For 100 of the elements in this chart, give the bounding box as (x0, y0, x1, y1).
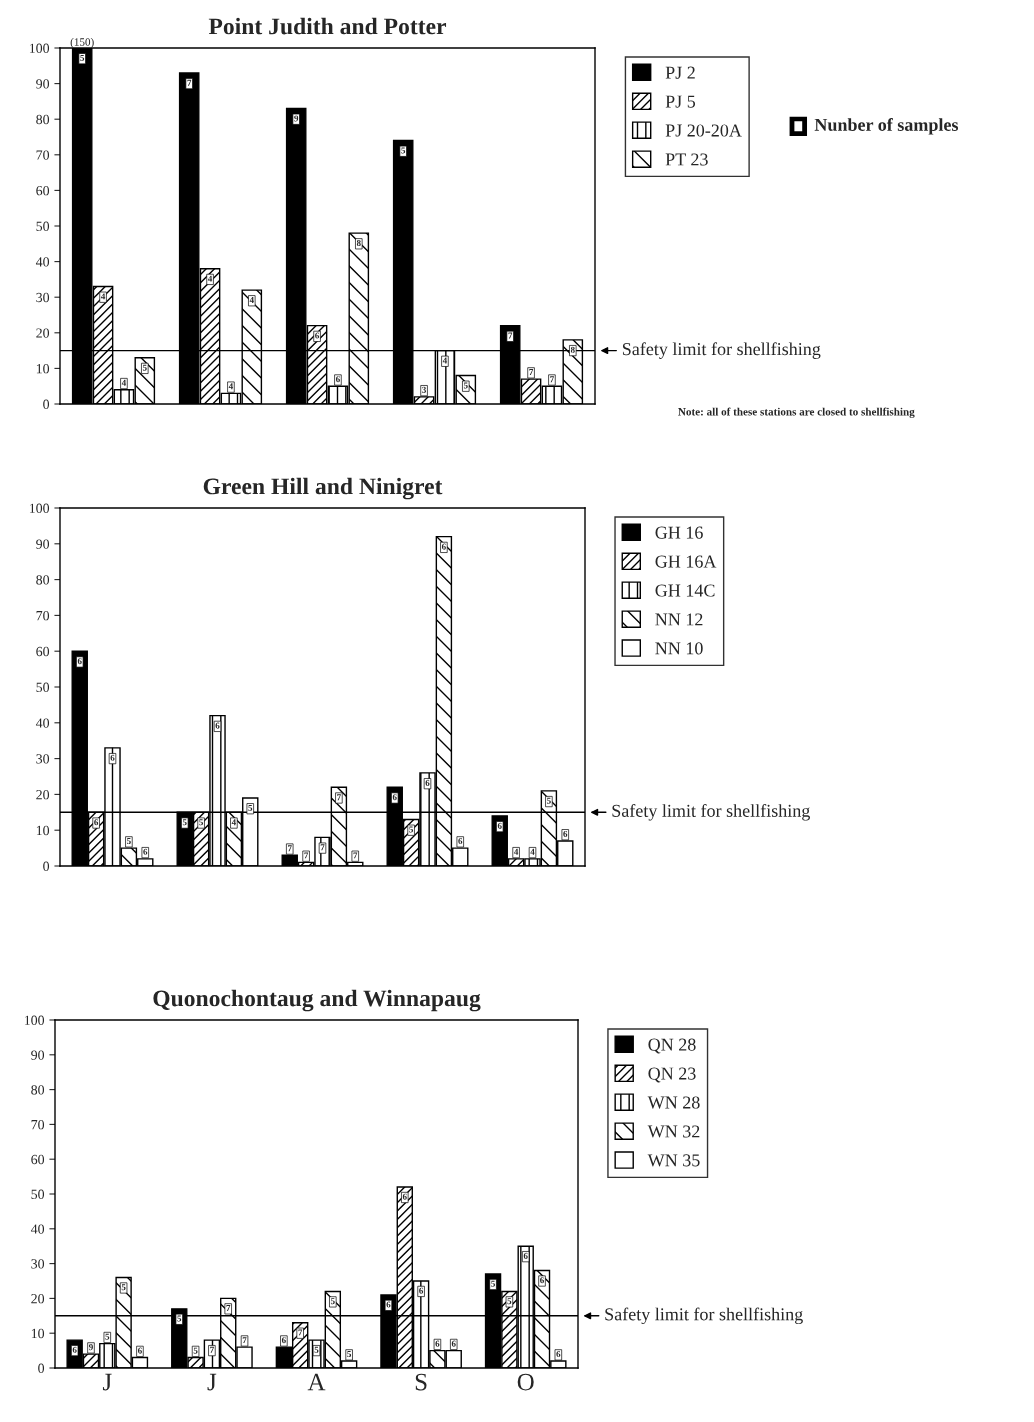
y-tick-label: 50 (31, 1189, 45, 1199)
annotation: 6 (435, 1340, 440, 1347)
annotation: 6 (143, 848, 148, 855)
y-tick-label: 100 (29, 503, 50, 513)
annotation: 5 (546, 797, 551, 804)
annotation: 4 (228, 383, 234, 390)
annotation: 6 (392, 794, 397, 801)
annotation: 4 (100, 293, 106, 300)
annotation: 6 (556, 1351, 561, 1358)
annotation: 4 (231, 819, 236, 826)
annotation: 8 (356, 239, 361, 247)
y-tick-label: 10 (36, 363, 50, 374)
annotation: 6 (540, 1277, 545, 1284)
annotation: 5 (126, 838, 131, 845)
annotation: 5 (199, 819, 204, 826)
y-tick-label: 90 (31, 1050, 45, 1060)
annotation: 4 (513, 848, 519, 855)
annotation: 6 (215, 722, 220, 729)
y-tick-label: 30 (36, 292, 50, 303)
annotation: 5 (105, 1333, 110, 1340)
ref-line-label: Safety limit for shellfishing (605, 1307, 803, 1325)
legend-label: NN 12 (655, 613, 703, 626)
y-tick-label: 100 (24, 1015, 45, 1025)
annotation: 6 (94, 819, 99, 826)
y-tick-label: 50 (36, 221, 50, 231)
annotation: 5 (330, 1298, 335, 1305)
y-tick-label: 80 (31, 1085, 45, 1095)
legend-label: GH 16 (655, 526, 703, 539)
annotation: 6 (335, 376, 340, 383)
x-tick-label: A (307, 1373, 326, 1391)
legend-label: WN 32 (647, 1125, 700, 1138)
annotation: 7 (529, 369, 534, 376)
y-tick-label: 60 (36, 646, 50, 657)
annotation: 7 (337, 794, 341, 801)
y-tick-label: 30 (36, 754, 50, 764)
y-tick-label: 60 (31, 1154, 45, 1165)
chart-title: Quonochontaug and Winnapaug (153, 989, 481, 1012)
y-tick-label: 70 (36, 610, 50, 621)
y-tick-label: 20 (36, 789, 50, 800)
annotation: 6 (419, 1287, 424, 1294)
ref-line-label: Safety limit for shellfishing (612, 804, 810, 821)
legend-label: QN 23 (648, 1067, 696, 1083)
annotation: 7 (353, 852, 358, 859)
legend-label: PJ 2 (665, 66, 695, 79)
y-tick-label: 0 (38, 1363, 45, 1373)
y-tick-label: 40 (35, 257, 50, 267)
y-tick-label: 70 (31, 1119, 45, 1130)
annotation: 6 (523, 1252, 528, 1259)
annotation: 5 (401, 147, 406, 154)
annotation: 7 (320, 844, 325, 851)
annotation: 5 (409, 826, 414, 833)
annotation: 5 (314, 1346, 319, 1353)
y-tick-label: 40 (30, 1224, 45, 1234)
y-tick-label: 20 (36, 328, 50, 338)
annotation: 7 (187, 79, 192, 86)
annotation: 6 (315, 332, 320, 339)
y-tick-label: 80 (36, 575, 50, 585)
annotation: 4 (249, 296, 254, 303)
text: Note: all of these stations are closed to shellfishing (678, 407, 915, 418)
legend-label: NN 10 (655, 642, 703, 655)
x-tick-label: S (415, 1373, 427, 1391)
annotation: 6 (402, 1193, 407, 1200)
annotation: 5 (347, 1351, 352, 1358)
y-tick-label: 50 (36, 682, 50, 692)
annotation: 5 (177, 1315, 182, 1322)
annotation: 5 (248, 804, 253, 811)
annotation: 6 (72, 1346, 77, 1353)
annotation: 7 (242, 1337, 247, 1344)
annotation: (150) (70, 37, 94, 48)
annotation: 5 (142, 364, 147, 371)
y-tick-label: 0 (43, 399, 50, 409)
y-tick-label: 60 (36, 185, 50, 196)
annotation: 5 (507, 1298, 512, 1305)
annotation: 7 (288, 845, 292, 852)
annotation: 6 (137, 1347, 142, 1354)
annotation: 4 (121, 379, 127, 386)
annotation: 4 (207, 275, 213, 282)
annotation: 7 (226, 1305, 231, 1312)
annotation: 5 (121, 1284, 126, 1291)
annotation: 9 (294, 115, 299, 122)
y-tick-label: 40 (35, 718, 50, 728)
annotation: 7 (508, 332, 513, 339)
y-tick-label: 90 (36, 539, 50, 549)
legend-label: QN 28 (648, 1038, 696, 1054)
annotation: 6 (425, 779, 430, 786)
annotation: 5 (80, 54, 85, 61)
y-tick-label: 10 (36, 825, 50, 836)
y-tick-label: 90 (36, 79, 50, 89)
annotation: 7 (304, 852, 309, 859)
annotation: 6 (458, 838, 463, 845)
x-tick-label: O (517, 1373, 534, 1391)
y-tick-label: 70 (36, 150, 50, 160)
annotation: 7 (550, 376, 554, 383)
annotation: 6 (563, 830, 568, 837)
annotation: 4 (530, 848, 535, 855)
y-tick-label: 100 (29, 43, 50, 53)
chart-title: Green Hill and Ninigret (203, 477, 443, 500)
y-tick-label: 10 (31, 1328, 45, 1339)
annotation: 6 (77, 658, 82, 665)
legend-label: WN 28 (647, 1096, 700, 1109)
